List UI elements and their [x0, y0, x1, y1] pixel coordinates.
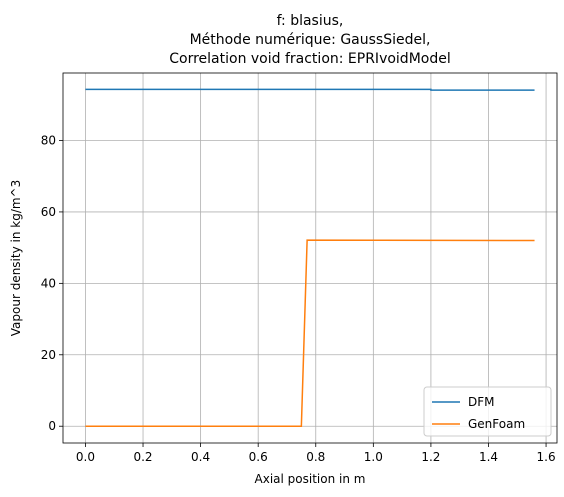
x-tick-label: 1.4	[479, 450, 498, 464]
title-line-2: Méthode numérique: GaussSiedel,	[190, 32, 431, 48]
y-axis-label: Vapour density in kg/m^3	[9, 180, 23, 337]
x-tick-label: 0.6	[249, 450, 268, 464]
legend-label-genfoam: GenFoam	[468, 417, 525, 431]
series-lines	[85, 88, 535, 427]
legend-label-dfm: DFM	[468, 395, 495, 409]
axis-ticks: 0.0 0.2 0.4 0.6 0.8 1.0 1.2 1.4 1.6 0 20 40 60 80	[41, 134, 556, 465]
plot-frame	[62, 72, 558, 444]
y-tick-label: 40	[41, 276, 56, 290]
x-tick-label: 0.8	[306, 450, 325, 464]
series-line-genfoam	[85, 239, 535, 427]
x-tick-label: 1.0	[364, 450, 383, 464]
x-axis-label: Axial position in m	[255, 472, 366, 486]
x-tick-label: 0.4	[191, 450, 210, 464]
y-tick-label: 20	[41, 348, 56, 362]
x-tick-label: 0.2	[133, 450, 152, 464]
x-tick-label: 0.0	[76, 450, 95, 464]
title-line-3: Correlation void fraction: EPRIvoidModel	[169, 51, 450, 67]
chart-title: f: blasius, Méthode numérique: GaussSied…	[169, 13, 450, 67]
legend: DFM GenFoam	[423, 386, 552, 437]
y-tick-label: 80	[41, 134, 56, 148]
x-tick-label: 1.6	[537, 450, 556, 464]
series-line-dfm	[85, 88, 535, 91]
title-line-1: f: blasius,	[277, 13, 344, 29]
grid	[63, 73, 557, 443]
y-tick-label: 0	[48, 419, 56, 433]
y-tick-label: 60	[41, 205, 56, 219]
x-tick-label: 1.2	[421, 450, 440, 464]
